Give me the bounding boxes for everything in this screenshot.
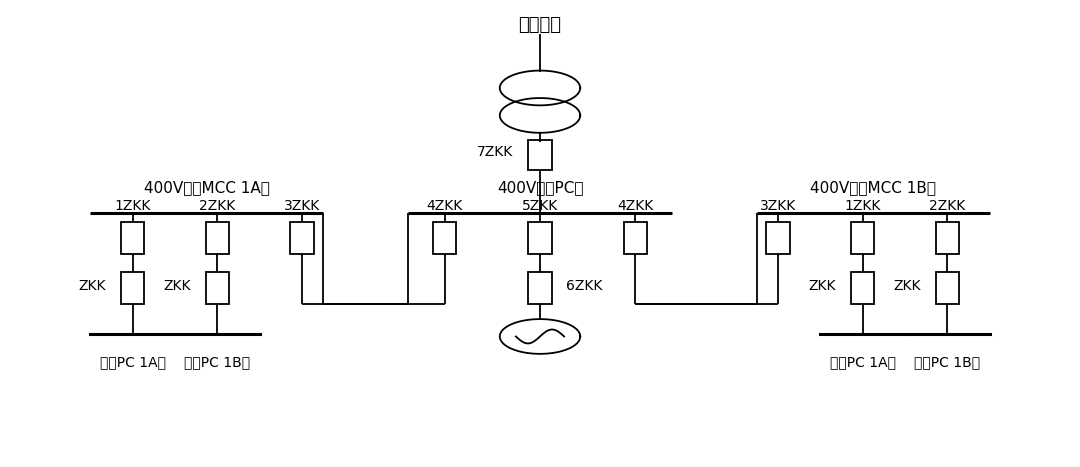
Bar <box>528 222 552 254</box>
Text: ZKK: ZKK <box>79 279 106 293</box>
Bar <box>205 272 229 304</box>
Bar <box>936 222 959 254</box>
Text: ZKK: ZKK <box>893 279 921 293</box>
Text: 4ZKK: 4ZKK <box>427 199 463 213</box>
Text: 汽机PC 1B段: 汽机PC 1B段 <box>184 355 251 369</box>
Text: 1ZKK: 1ZKK <box>114 199 151 213</box>
Bar <box>205 222 229 254</box>
Text: 5ZKK: 5ZKK <box>522 199 558 213</box>
Bar <box>121 222 144 254</box>
Text: 400V保安MCC 1B段: 400V保安MCC 1B段 <box>810 180 936 195</box>
Bar <box>936 272 959 304</box>
Bar <box>851 272 875 304</box>
Text: ZKK: ZKK <box>163 279 191 293</box>
Text: 7ZKK: 7ZKK <box>477 146 514 160</box>
Bar <box>121 272 144 304</box>
Text: 400V保安MCC 1A段: 400V保安MCC 1A段 <box>144 180 270 195</box>
Text: 3ZKK: 3ZKK <box>284 199 320 213</box>
Bar <box>851 222 875 254</box>
Text: 2ZKK: 2ZKK <box>930 199 966 213</box>
Text: 400V保安PC段: 400V保安PC段 <box>497 180 583 195</box>
Text: 锅炉PC 1B段: 锅炉PC 1B段 <box>915 355 981 369</box>
Bar <box>433 222 457 254</box>
Text: 6ZKK: 6ZKK <box>567 279 603 293</box>
Bar <box>528 140 552 170</box>
Bar <box>767 222 789 254</box>
Bar <box>291 222 313 254</box>
Text: 锅炉PC 1A段: 锅炉PC 1A段 <box>829 355 895 369</box>
Bar <box>528 272 552 304</box>
Text: 汽机PC 1A段: 汽机PC 1A段 <box>99 355 165 369</box>
Text: 4ZKK: 4ZKK <box>617 199 653 213</box>
Text: ZKK: ZKK <box>809 279 836 293</box>
Text: 厂外电源: 厂外电源 <box>518 16 562 34</box>
Text: 1ZKK: 1ZKK <box>845 199 881 213</box>
Text: 2ZKK: 2ZKK <box>199 199 235 213</box>
Text: 3ZKK: 3ZKK <box>760 199 796 213</box>
Bar <box>623 222 647 254</box>
